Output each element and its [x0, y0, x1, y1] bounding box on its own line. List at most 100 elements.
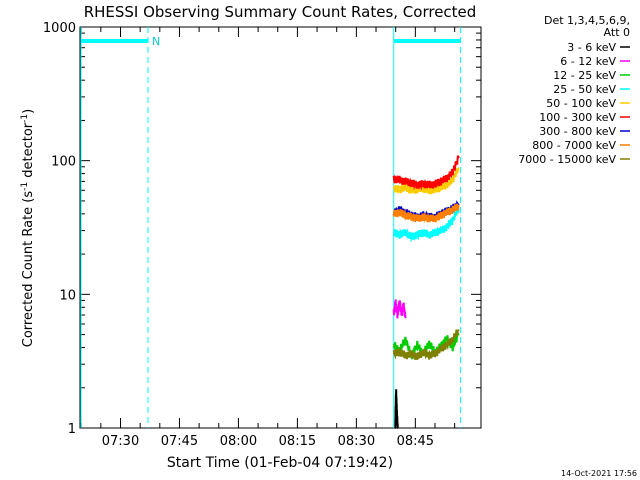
data-point [402, 304, 405, 306]
series-line [392, 155, 460, 191]
data-point [451, 338, 454, 341]
chart-title: RHESSI Observing Summary Count Rates, Co… [84, 3, 477, 21]
data-point [428, 184, 430, 186]
data-point [428, 354, 430, 357]
x-tick-label: 08:00 [220, 434, 257, 449]
data-point [410, 216, 413, 218]
data-point [392, 231, 395, 234]
data-point [404, 338, 407, 341]
data-point [428, 342, 430, 345]
series-line [392, 203, 460, 224]
data-point [416, 343, 419, 346]
legend-label: 6 - 12 keV [560, 55, 616, 68]
data-point [395, 389, 397, 392]
legend-label: 100 - 300 keV [539, 111, 616, 124]
legend-label: 3 - 6 keV [567, 41, 616, 54]
data-point [434, 352, 436, 355]
data-point [434, 183, 436, 185]
data-point [404, 231, 407, 234]
data-point [416, 188, 419, 191]
x-axis-label: Start Time (01-Feb-04 07:19:42) [167, 455, 393, 471]
series-3to6keV [394, 389, 399, 429]
data-point [404, 316, 407, 319]
data-point [428, 233, 430, 236]
data-point [392, 178, 395, 180]
data-point [404, 214, 407, 217]
series-800to7000keV [392, 203, 460, 224]
series-line [392, 299, 407, 319]
data-point [394, 427, 397, 429]
data-point [392, 352, 395, 355]
data-point [398, 188, 401, 191]
data-point [451, 219, 454, 221]
data-point [422, 231, 425, 234]
data-point [428, 189, 430, 192]
data-point [446, 177, 448, 179]
y-tick-label: 1 [68, 422, 76, 437]
series-line [392, 207, 460, 243]
data-point [446, 343, 448, 346]
legend-label: 25 - 50 keV [553, 83, 616, 96]
data-point [410, 182, 413, 184]
data-point [422, 351, 425, 353]
data-point [451, 171, 454, 173]
x-tick-label: 08:15 [279, 434, 316, 449]
x-tick-label: 08:30 [338, 434, 375, 449]
data-point [451, 178, 454, 181]
data-point [457, 329, 460, 331]
data-point [440, 229, 442, 232]
data-point [446, 211, 448, 214]
legend-header: Att 0 [604, 26, 630, 39]
observing-bars: N [80, 27, 462, 428]
legend-label: 50 - 100 keV [546, 97, 616, 110]
y-axis-label: Corrected Count Rate (s-1 detector-1) [20, 109, 36, 347]
data-point [392, 312, 395, 315]
data-point [446, 226, 448, 228]
legend-label: 300 - 800 keV [539, 125, 616, 138]
data-point [398, 233, 401, 236]
data-point [398, 178, 401, 181]
data-point [404, 180, 407, 183]
data-point [422, 183, 425, 185]
x-tick-label: 07:45 [161, 434, 198, 449]
data-point [396, 315, 399, 317]
data-point [398, 211, 401, 214]
data-point [457, 204, 460, 207]
data-point [410, 235, 413, 238]
data-point [416, 233, 419, 236]
legend-label: 7000 - 15000 keV [518, 153, 616, 166]
series-6to12keV [392, 299, 407, 319]
data-point [440, 180, 442, 183]
data-point [440, 214, 442, 217]
series-25to50keV [392, 207, 460, 243]
data-point [422, 187, 425, 190]
data-point [434, 231, 436, 234]
series-7000to15000keV [392, 329, 460, 361]
data-point [398, 351, 401, 353]
data-point [428, 217, 430, 220]
series-group [392, 155, 460, 429]
data-point [400, 313, 403, 316]
data-point [392, 213, 395, 215]
data-point [394, 302, 397, 304]
data-point [392, 187, 395, 190]
data-point [446, 337, 448, 340]
data-point [398, 301, 401, 303]
data-point [457, 167, 460, 169]
series-line [394, 389, 399, 429]
timestamp: 14-Oct-2021 17:56 [561, 469, 637, 478]
legend-label: 800 - 7000 keV [532, 139, 616, 152]
data-point [410, 352, 413, 355]
data-point [451, 346, 454, 349]
series-line [392, 329, 460, 361]
data-point [440, 348, 442, 350]
data-point [422, 216, 425, 218]
data-point [451, 208, 454, 211]
data-point [404, 186, 407, 189]
data-point [446, 184, 448, 186]
data-point [434, 217, 436, 220]
data-point [392, 343, 395, 346]
legend-label: 12 - 25 keV [553, 69, 616, 82]
